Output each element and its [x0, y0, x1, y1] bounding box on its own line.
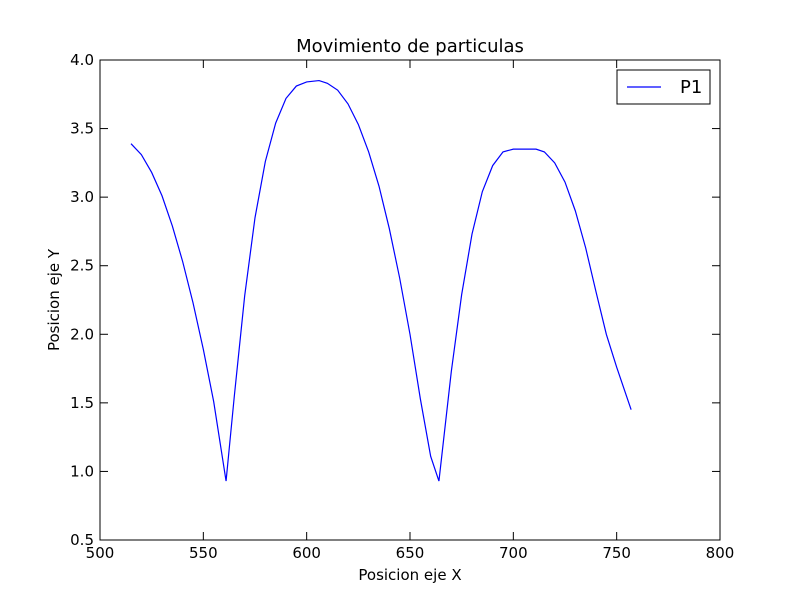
legend: P1	[616, 69, 711, 105]
x-tick-label: 800	[706, 544, 735, 562]
x-tick-label: 500	[86, 544, 115, 562]
axes-frame	[99, 59, 721, 541]
x-tick-label: 700	[499, 544, 528, 562]
y-tick-label: 4.0	[70, 51, 94, 69]
x-tick-label: 600	[292, 544, 321, 562]
y-tick-label: 1.5	[70, 394, 94, 412]
x-tick-label: 750	[602, 544, 631, 562]
x-tick-label: 550	[189, 544, 218, 562]
chart-title: Movimiento de particulas	[296, 36, 524, 57]
y-tick-label: 2.5	[70, 257, 94, 275]
y-tick-label: 3.5	[70, 120, 94, 138]
x-tick-label: 650	[396, 544, 425, 562]
y-tick-label: 3.0	[70, 188, 94, 206]
y-tick-label: 0.5	[70, 531, 94, 549]
x-axis-label: Posicion eje X	[358, 566, 461, 584]
series-line-p1	[130, 79, 632, 482]
y-tick-label: 1.0	[70, 462, 94, 480]
plot-area	[130, 79, 632, 482]
legend-label-p1: P1	[680, 77, 702, 98]
y-tick-label: 2.0	[70, 325, 94, 343]
y-axis-label: Posicion eje Y	[45, 248, 63, 351]
x-axis-ticks: 500 550 600 650 700 750 800	[86, 60, 735, 562]
y-axis-ticks: 0.5 1.0 1.5 2.0 2.5 3.0 3.5 4.0	[70, 51, 720, 549]
